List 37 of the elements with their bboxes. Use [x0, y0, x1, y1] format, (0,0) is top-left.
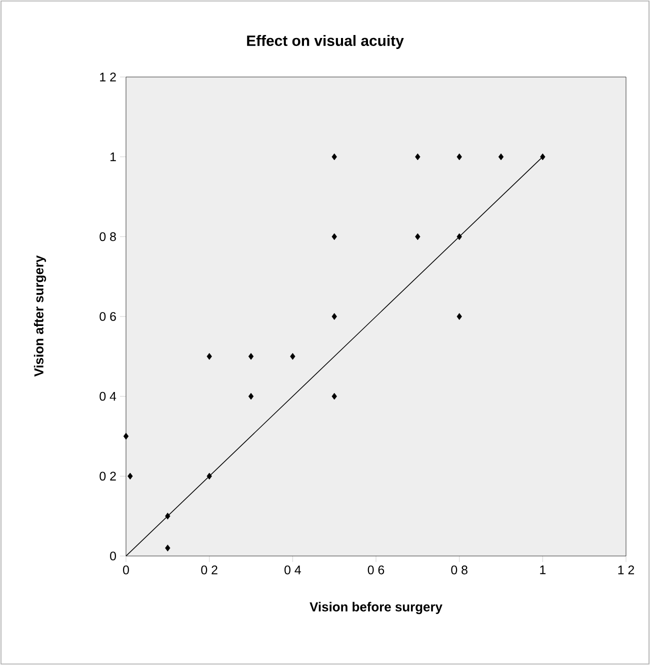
point — [456, 313, 462, 320]
point — [456, 153, 462, 160]
y-tick-label: 1 2 — [100, 72, 116, 82]
x-tick-label: 0 2 — [201, 566, 218, 574]
point — [540, 153, 546, 160]
point — [290, 353, 296, 360]
point — [248, 392, 254, 400]
x-tick-label: 0 — [123, 566, 129, 574]
point — [165, 512, 170, 520]
point — [415, 153, 420, 160]
point — [206, 353, 212, 360]
point — [332, 233, 337, 240]
x-tick-label: 1 2 — [618, 566, 634, 574]
y-tick-label: 0 4 — [100, 392, 116, 401]
chart-title: Effect on visual acuity — [247, 35, 404, 49]
point — [206, 472, 212, 480]
point — [498, 153, 504, 160]
point — [456, 233, 462, 240]
y-tick-label: 0 — [110, 552, 116, 560]
point — [165, 544, 170, 552]
x-tick-label: 0 4 — [284, 566, 301, 574]
y-tick-label: 0 8 — [100, 232, 116, 242]
y-axis-title: Vision after surgery — [34, 255, 46, 377]
point — [123, 432, 129, 440]
point — [332, 153, 337, 160]
y-tick-label: 0 6 — [100, 312, 116, 321]
point — [332, 313, 337, 320]
point — [248, 353, 254, 360]
y-tick-label: 0 2 — [100, 472, 116, 481]
point — [332, 392, 337, 400]
y-tick-label: 1 — [110, 152, 116, 162]
x-tick-label: 0 6 — [368, 566, 384, 574]
x-tick-label: 1 — [540, 566, 546, 574]
point — [415, 233, 420, 240]
x-axis-title: Vision before surgery — [310, 602, 442, 614]
point — [128, 472, 133, 480]
x-tick-label: 0 8 — [451, 566, 468, 574]
